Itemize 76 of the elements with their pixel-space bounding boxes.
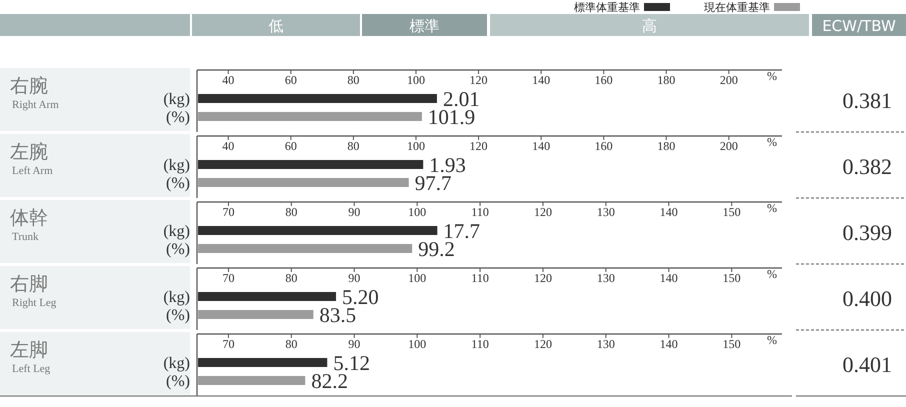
- text: 0.399: [842, 220, 892, 245]
- x-tick-label: 110: [471, 271, 489, 285]
- y-tick-label: (kg): [163, 157, 190, 174]
- y-axis-title: 右腕: [10, 75, 48, 97]
- x-axis-title: %: [767, 201, 777, 215]
- x-tick-label: 150: [722, 271, 741, 285]
- x-tick-label: 130: [596, 205, 615, 219]
- y-tick-label: (%): [166, 175, 190, 192]
- text: Right Arm: [12, 99, 60, 111]
- x-tick-label: 140: [660, 271, 678, 285]
- x-tick-label: 110: [471, 337, 489, 351]
- y-tick-label: (%): [166, 373, 190, 390]
- text: 0.381: [842, 88, 892, 113]
- x-tick-label: 90: [348, 337, 360, 351]
- y-tick-label: (%): [166, 307, 190, 324]
- y-axis-title: 左腕: [10, 141, 48, 163]
- x-tick-label: 70: [222, 337, 234, 351]
- text: 0.401: [842, 352, 892, 377]
- x-axis-title: %: [767, 135, 777, 149]
- x-tick-label: 200: [720, 73, 738, 87]
- x-axis-title: %: [767, 333, 777, 347]
- x-tick-label: 160: [594, 73, 613, 87]
- x-tick-label: 200: [720, 139, 738, 153]
- x-tick-label: 150: [722, 205, 741, 219]
- x-tick-label: 90: [348, 205, 360, 219]
- y-tick-label: (%): [166, 109, 190, 126]
- x-tick-label: 120: [534, 337, 552, 351]
- x-tick-label: 120: [534, 271, 552, 285]
- x-tick-label: 100: [408, 271, 426, 285]
- y-axis-title: 左脚: [10, 339, 48, 361]
- x-tick-label: 120: [534, 205, 552, 219]
- y-axis-title: 体幹: [10, 207, 48, 229]
- x-tick-label: 130: [596, 337, 615, 351]
- x-tick-label: 80: [285, 337, 298, 351]
- y-tick-label: (kg): [163, 223, 190, 240]
- x-tick-label: 150: [722, 337, 741, 351]
- y-tick-label: (%): [166, 241, 190, 258]
- x-tick-label: 60: [284, 139, 297, 153]
- x-tick-label: 160: [594, 139, 613, 153]
- x-tick-label: 140: [532, 73, 550, 87]
- x-axis-title: %: [767, 267, 777, 281]
- x-tick-label: 140: [532, 139, 550, 153]
- text: 0.400: [842, 286, 892, 311]
- x-tick-label: 40: [222, 139, 234, 153]
- x-tick-label: 70: [222, 271, 234, 285]
- y-axis-title: 右脚: [10, 273, 48, 295]
- x-tick-label: 140: [660, 337, 678, 351]
- x-tick-label: 80: [347, 139, 360, 153]
- x-tick-label: 180: [657, 73, 676, 87]
- y-tick-label: (kg): [163, 355, 190, 372]
- text: Left Leg: [12, 363, 51, 375]
- x-tick-label: 120: [470, 73, 488, 87]
- x-tick-label: 80: [347, 73, 360, 87]
- x-tick-label: 100: [408, 337, 426, 351]
- x-tick-label: 110: [471, 205, 489, 219]
- x-tick-label: 120: [470, 139, 488, 153]
- x-tick-label: 70: [222, 205, 234, 219]
- x-tick-label: 130: [596, 271, 615, 285]
- x-tick-label: 80: [285, 205, 298, 219]
- x-tick-label: 90: [348, 271, 360, 285]
- header: 低 標準 高 ECW/TBW 標準体重基準 現在体重基準: [0, 1, 906, 36]
- x-tick-label: 100: [406, 139, 425, 153]
- x-tick-label: 80: [285, 271, 298, 285]
- text: Left Arm: [12, 165, 54, 177]
- text: Trunk: [12, 231, 39, 243]
- x-tick-label: 40: [222, 73, 234, 87]
- y-tick-label: (kg): [163, 91, 190, 108]
- x-axis-title: %: [767, 69, 777, 83]
- y-tick-label: (kg): [163, 289, 190, 306]
- text: 0.382: [842, 154, 892, 179]
- x-tick-label: 60: [284, 73, 297, 87]
- x-tick-label: 140: [660, 205, 678, 219]
- text: Right Leg: [12, 297, 57, 309]
- x-tick-label: 100: [408, 205, 426, 219]
- x-tick-label: 180: [657, 139, 676, 153]
- x-tick-label: 100: [406, 73, 425, 87]
